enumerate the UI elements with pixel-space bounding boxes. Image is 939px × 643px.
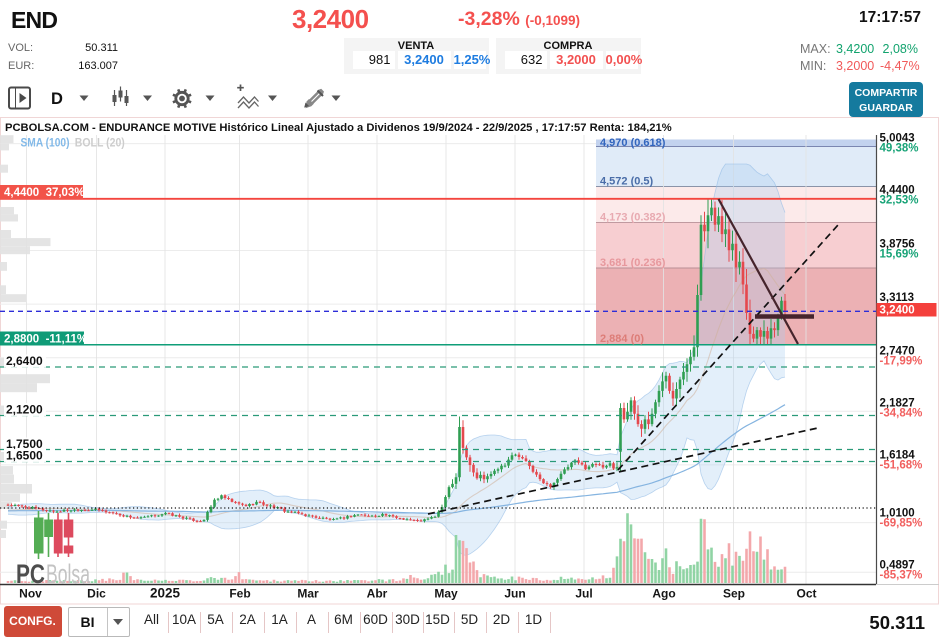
svg-text:4,970 (0.618): 4,970 (0.618) [600, 137, 666, 149]
svg-text:Abr: Abr [367, 587, 388, 601]
svg-text:2,884 (0): 2,884 (0) [600, 333, 644, 345]
svg-text:Dic: Dic [87, 587, 106, 601]
svg-text:May: May [434, 587, 458, 601]
svg-text:3,3113: 3,3113 [880, 292, 915, 304]
svg-text:2,7470: 2,7470 [880, 346, 915, 358]
svg-text:4,4400: 4,4400 [880, 185, 915, 197]
svg-text:D: D [51, 90, 63, 108]
svg-text:-51,68%: -51,68% [880, 460, 923, 472]
svg-text:2,1827: 2,1827 [880, 398, 915, 410]
svg-text:-17,99%: -17,99% [880, 356, 923, 368]
svg-text:3,2400: 3,2400 [880, 305, 915, 317]
svg-text:5,0043: 5,0043 [880, 133, 915, 145]
svg-text:2025: 2025 [150, 586, 181, 601]
svg-text:4,173 (0.382): 4,173 (0.382) [600, 212, 666, 224]
svg-text:Sep: Sep [723, 587, 745, 601]
svg-text:49,38%: 49,38% [880, 143, 919, 155]
svg-text:1,0100: 1,0100 [880, 508, 915, 520]
svg-text:-85,37%: -85,37% [880, 570, 923, 582]
svg-text:-69,85%: -69,85% [880, 518, 923, 530]
svg-text:32,53%: 32,53% [880, 195, 919, 207]
svg-text:15,69%: 15,69% [880, 249, 919, 261]
svg-text:2,6400: 2,6400 [6, 354, 43, 368]
svg-text:SMA (100): SMA (100) [21, 138, 70, 150]
svg-text:Feb: Feb [229, 587, 250, 601]
svg-text:Oct: Oct [796, 587, 816, 601]
svg-text:Nov: Nov [19, 587, 42, 601]
svg-text:3,681 (0.236): 3,681 (0.236) [600, 257, 666, 269]
svg-text:1,7500: 1,7500 [6, 437, 43, 451]
svg-text:4,572 (0.5): 4,572 (0.5) [600, 176, 654, 188]
svg-text:3,8756: 3,8756 [880, 239, 915, 251]
svg-text:4,4400 37,03%: 4,4400 37,03% [4, 187, 85, 199]
svg-text:Jun: Jun [504, 587, 525, 601]
svg-text:1,6184: 1,6184 [880, 450, 916, 462]
svg-text:2,8800 -11,11%: 2,8800 -11,11% [4, 333, 87, 345]
svg-text:Ago: Ago [652, 587, 675, 601]
svg-text:0,4897: 0,4897 [880, 560, 915, 572]
svg-text:BOLL (20): BOLL (20) [75, 138, 125, 150]
svg-text:-34,84%: -34,84% [880, 408, 923, 420]
svg-text:2,1200: 2,1200 [6, 403, 43, 417]
svg-text:PCBOLSA.COM - ENDURANCE MOTIVE: PCBOLSA.COM - ENDURANCE MOTIVE Histórico… [5, 122, 672, 134]
svg-text:Jul: Jul [575, 587, 592, 601]
svg-text:Mar: Mar [297, 587, 319, 601]
svg-text:1,6500: 1,6500 [6, 449, 43, 463]
